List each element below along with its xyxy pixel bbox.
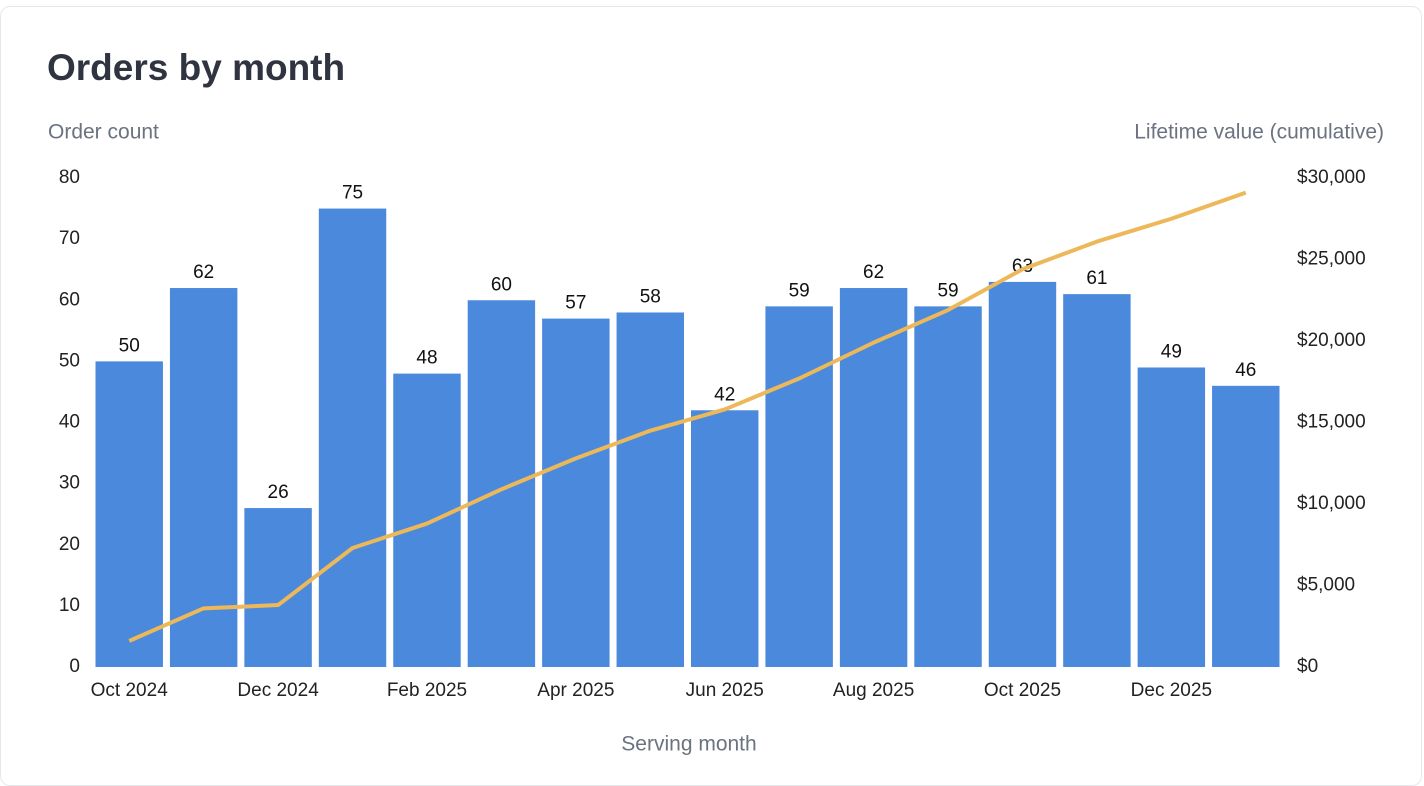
y2-tick-label: $5,000 [1297, 575, 1355, 596]
bar-value-label: 26 [268, 482, 289, 503]
bar-value-label: 61 [1086, 268, 1107, 289]
line [128, 190, 1247, 643]
bar [839, 288, 908, 667]
bar [1212, 385, 1280, 667]
y-tick-label: 60 [59, 289, 80, 310]
y-tick-label: 20 [59, 534, 80, 555]
bar [542, 318, 610, 667]
bar [95, 361, 163, 667]
bar-value-label: 48 [416, 348, 437, 369]
y-tick-label: 10 [59, 595, 80, 616]
bar-value-label: 46 [1235, 360, 1256, 381]
bar [393, 373, 461, 667]
bar-value-label: 49 [1161, 342, 1182, 363]
x-tick-label: Oct 2024 [91, 680, 169, 701]
bar-value-label: 59 [789, 280, 810, 301]
x-tick-label: Dec 2025 [1131, 680, 1212, 701]
x-axis-label: Serving month [621, 733, 756, 756]
bar [765, 306, 833, 667]
bar [467, 300, 536, 667]
y-axis-label: Order count [48, 121, 159, 144]
bar [691, 410, 759, 667]
x-tick-label: Apr 2025 [537, 680, 614, 701]
bar [988, 281, 1057, 667]
bar-value-label: 57 [565, 293, 586, 314]
y2-tick-label: $25,000 [1297, 249, 1366, 270]
y-tick-label: 40 [59, 412, 80, 433]
y2-tick-label: $20,000 [1297, 330, 1366, 351]
bar-value-label: 59 [937, 280, 958, 301]
y-tick-label: 70 [59, 228, 80, 249]
y2-tick-label: $10,000 [1297, 493, 1366, 514]
x-tick-label: Feb 2025 [387, 680, 467, 701]
chart-title: Orders by month [47, 47, 345, 88]
y2-tick-label: $15,000 [1297, 412, 1366, 433]
x-tick-label: Dec 2024 [237, 680, 319, 701]
bar [616, 312, 684, 667]
x-tick-label: Jun 2025 [686, 680, 764, 701]
bar [914, 306, 982, 667]
bar-value-label: 42 [714, 384, 735, 405]
bar [318, 208, 387, 667]
bar [169, 288, 238, 667]
bar-value-label: 75 [342, 183, 363, 204]
bar-value-label: 60 [491, 274, 512, 295]
bar [1137, 367, 1206, 667]
bar-value-label: 62 [863, 262, 884, 283]
y-tick-label: 0 [69, 656, 80, 677]
bar [1063, 294, 1131, 667]
y-tick-label: 80 [59, 167, 80, 188]
y2-axis-label: Lifetime value (cumulative) [1134, 121, 1384, 144]
bar-value-label: 58 [640, 286, 661, 307]
x-tick-label: Oct 2025 [984, 680, 1061, 701]
y2-tick-label: $30,000 [1297, 167, 1366, 188]
y-tick-label: 30 [59, 473, 80, 494]
x-tick-label: Aug 2025 [833, 680, 914, 701]
y2-tick-label: $0 [1297, 656, 1318, 677]
bar-value-label: 62 [193, 262, 214, 283]
y-tick-label: 50 [59, 350, 80, 371]
bar-value-label: 50 [119, 335, 140, 356]
